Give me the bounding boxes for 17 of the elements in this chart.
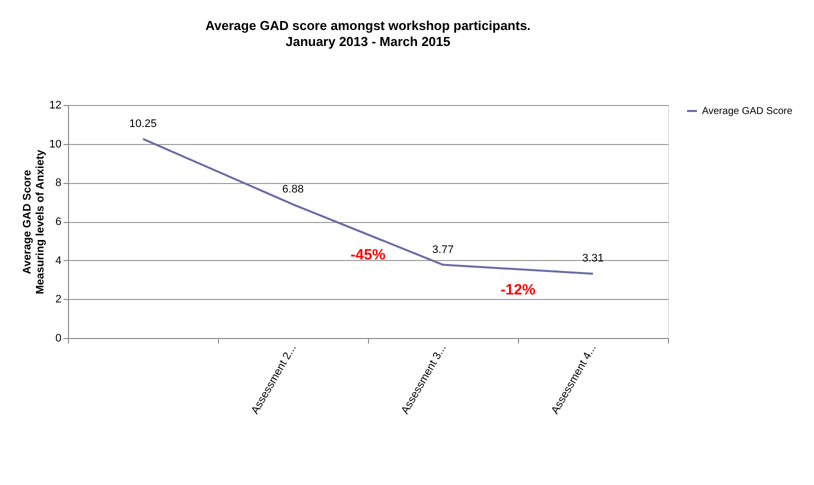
chart-title: Average GAD score amongst workshop participants. (205, 18, 531, 33)
data-label: 6.88 (282, 183, 304, 196)
data-label: 3.31 (582, 252, 604, 265)
y-axis-title: Average GAD Score Measuring levels of Anxiety (21, 148, 46, 294)
annotation: -12% (500, 281, 536, 298)
y-tick-label: 0 (55, 332, 62, 344)
chart-subtitle: January 2013 - March 2015 (286, 34, 450, 49)
y-tick-label: 2 (55, 294, 62, 306)
y-tick-label: 4 (55, 254, 62, 267)
y-tick-label: 8 (55, 177, 62, 190)
data-label: 10.25 (129, 118, 157, 130)
annotation: -45% (350, 246, 386, 264)
y-tick-label: 12 (49, 100, 62, 112)
legend-label: Average GAD Score (702, 106, 793, 117)
data-label: 3.77 (432, 244, 454, 256)
y-tick-label: 10 (49, 138, 62, 150)
y-tick-label: 6 (55, 216, 62, 228)
